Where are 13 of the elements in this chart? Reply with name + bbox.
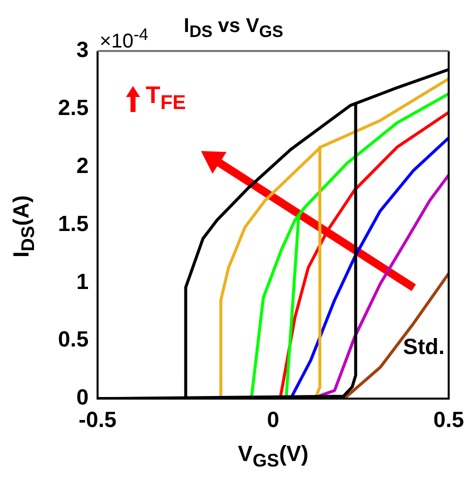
y-tick-label: 3: [76, 37, 89, 62]
y-tick-label: 1.5: [58, 210, 89, 236]
x-axis-title: V$_{GS}$(V): [236, 440, 310, 470]
y-tick-label: 1: [76, 268, 89, 294]
y-tick-label: 2.5: [58, 94, 89, 120]
y-tick-label: 2: [76, 152, 89, 178]
annotation: Std.: [403, 334, 445, 360]
x-tick-label: 0: [267, 406, 280, 432]
chart-title: I$_{DS}$ vs V$_{GS}$: [184, 15, 284, 41]
annotation: ×10$^{-4}$: [100, 25, 148, 53]
y-tick-label: 0.5: [58, 326, 89, 352]
x-tick-label: 0.5: [433, 406, 464, 432]
annotation: T$_{FE}$: [146, 82, 186, 114]
